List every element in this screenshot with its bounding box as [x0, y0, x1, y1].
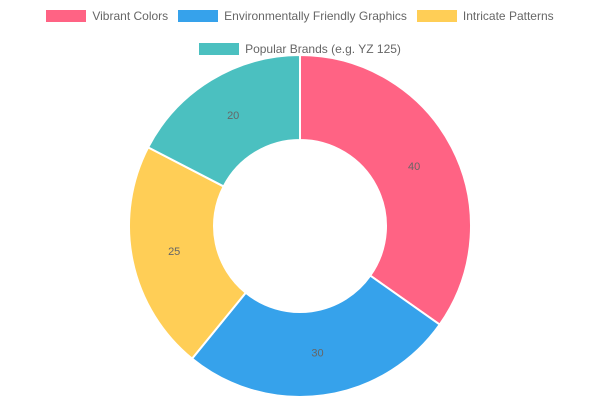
legend-row-2: Popular Brands (e.g. YZ 125): [40, 41, 560, 57]
legend-swatch: [46, 10, 87, 22]
legend-label: Environmentally Friendly Graphics: [224, 9, 407, 23]
legend-swatch: [416, 10, 457, 22]
slice-intricate-patterns[interactable]: [128, 145, 248, 361]
data-label: 40: [408, 161, 420, 173]
legend-label: Popular Brands (e.g. YZ 125): [245, 42, 401, 56]
legend-swatch: [178, 10, 219, 22]
legend-label: Intricate Patterns: [462, 9, 554, 23]
slice-environmentally-friendly-graphics[interactable]: [190, 274, 442, 398]
legend-row-1: Vibrant Colors Environmentally Friendly …: [40, 8, 560, 24]
data-label: 20: [227, 110, 239, 122]
legend-swatch: [199, 43, 240, 55]
data-label: 25: [168, 246, 180, 258]
slice-popular-brands-e-g-yz-125[interactable]: [146, 53, 301, 188]
data-labels-group: 40 30 25 20: [168, 110, 420, 359]
data-label: 30: [311, 347, 323, 359]
legend-item-environmentally-friendly-graphics[interactable]: Environmentally Friendly Graphics: [178, 8, 407, 24]
legend-item-popular-brands[interactable]: Popular Brands (e.g. YZ 125): [199, 41, 401, 57]
legend-item-intricate-patterns[interactable]: Intricate Patterns: [416, 8, 554, 24]
slices-group: [128, 53, 472, 398]
chart-legend: Vibrant Colors Environmentally Friendly …: [0, 0, 600, 57]
legend-item-vibrant-colors[interactable]: Vibrant Colors: [46, 8, 168, 24]
legend-label: Vibrant Colors: [92, 9, 169, 23]
slice-vibrant-colors[interactable]: [299, 53, 472, 327]
